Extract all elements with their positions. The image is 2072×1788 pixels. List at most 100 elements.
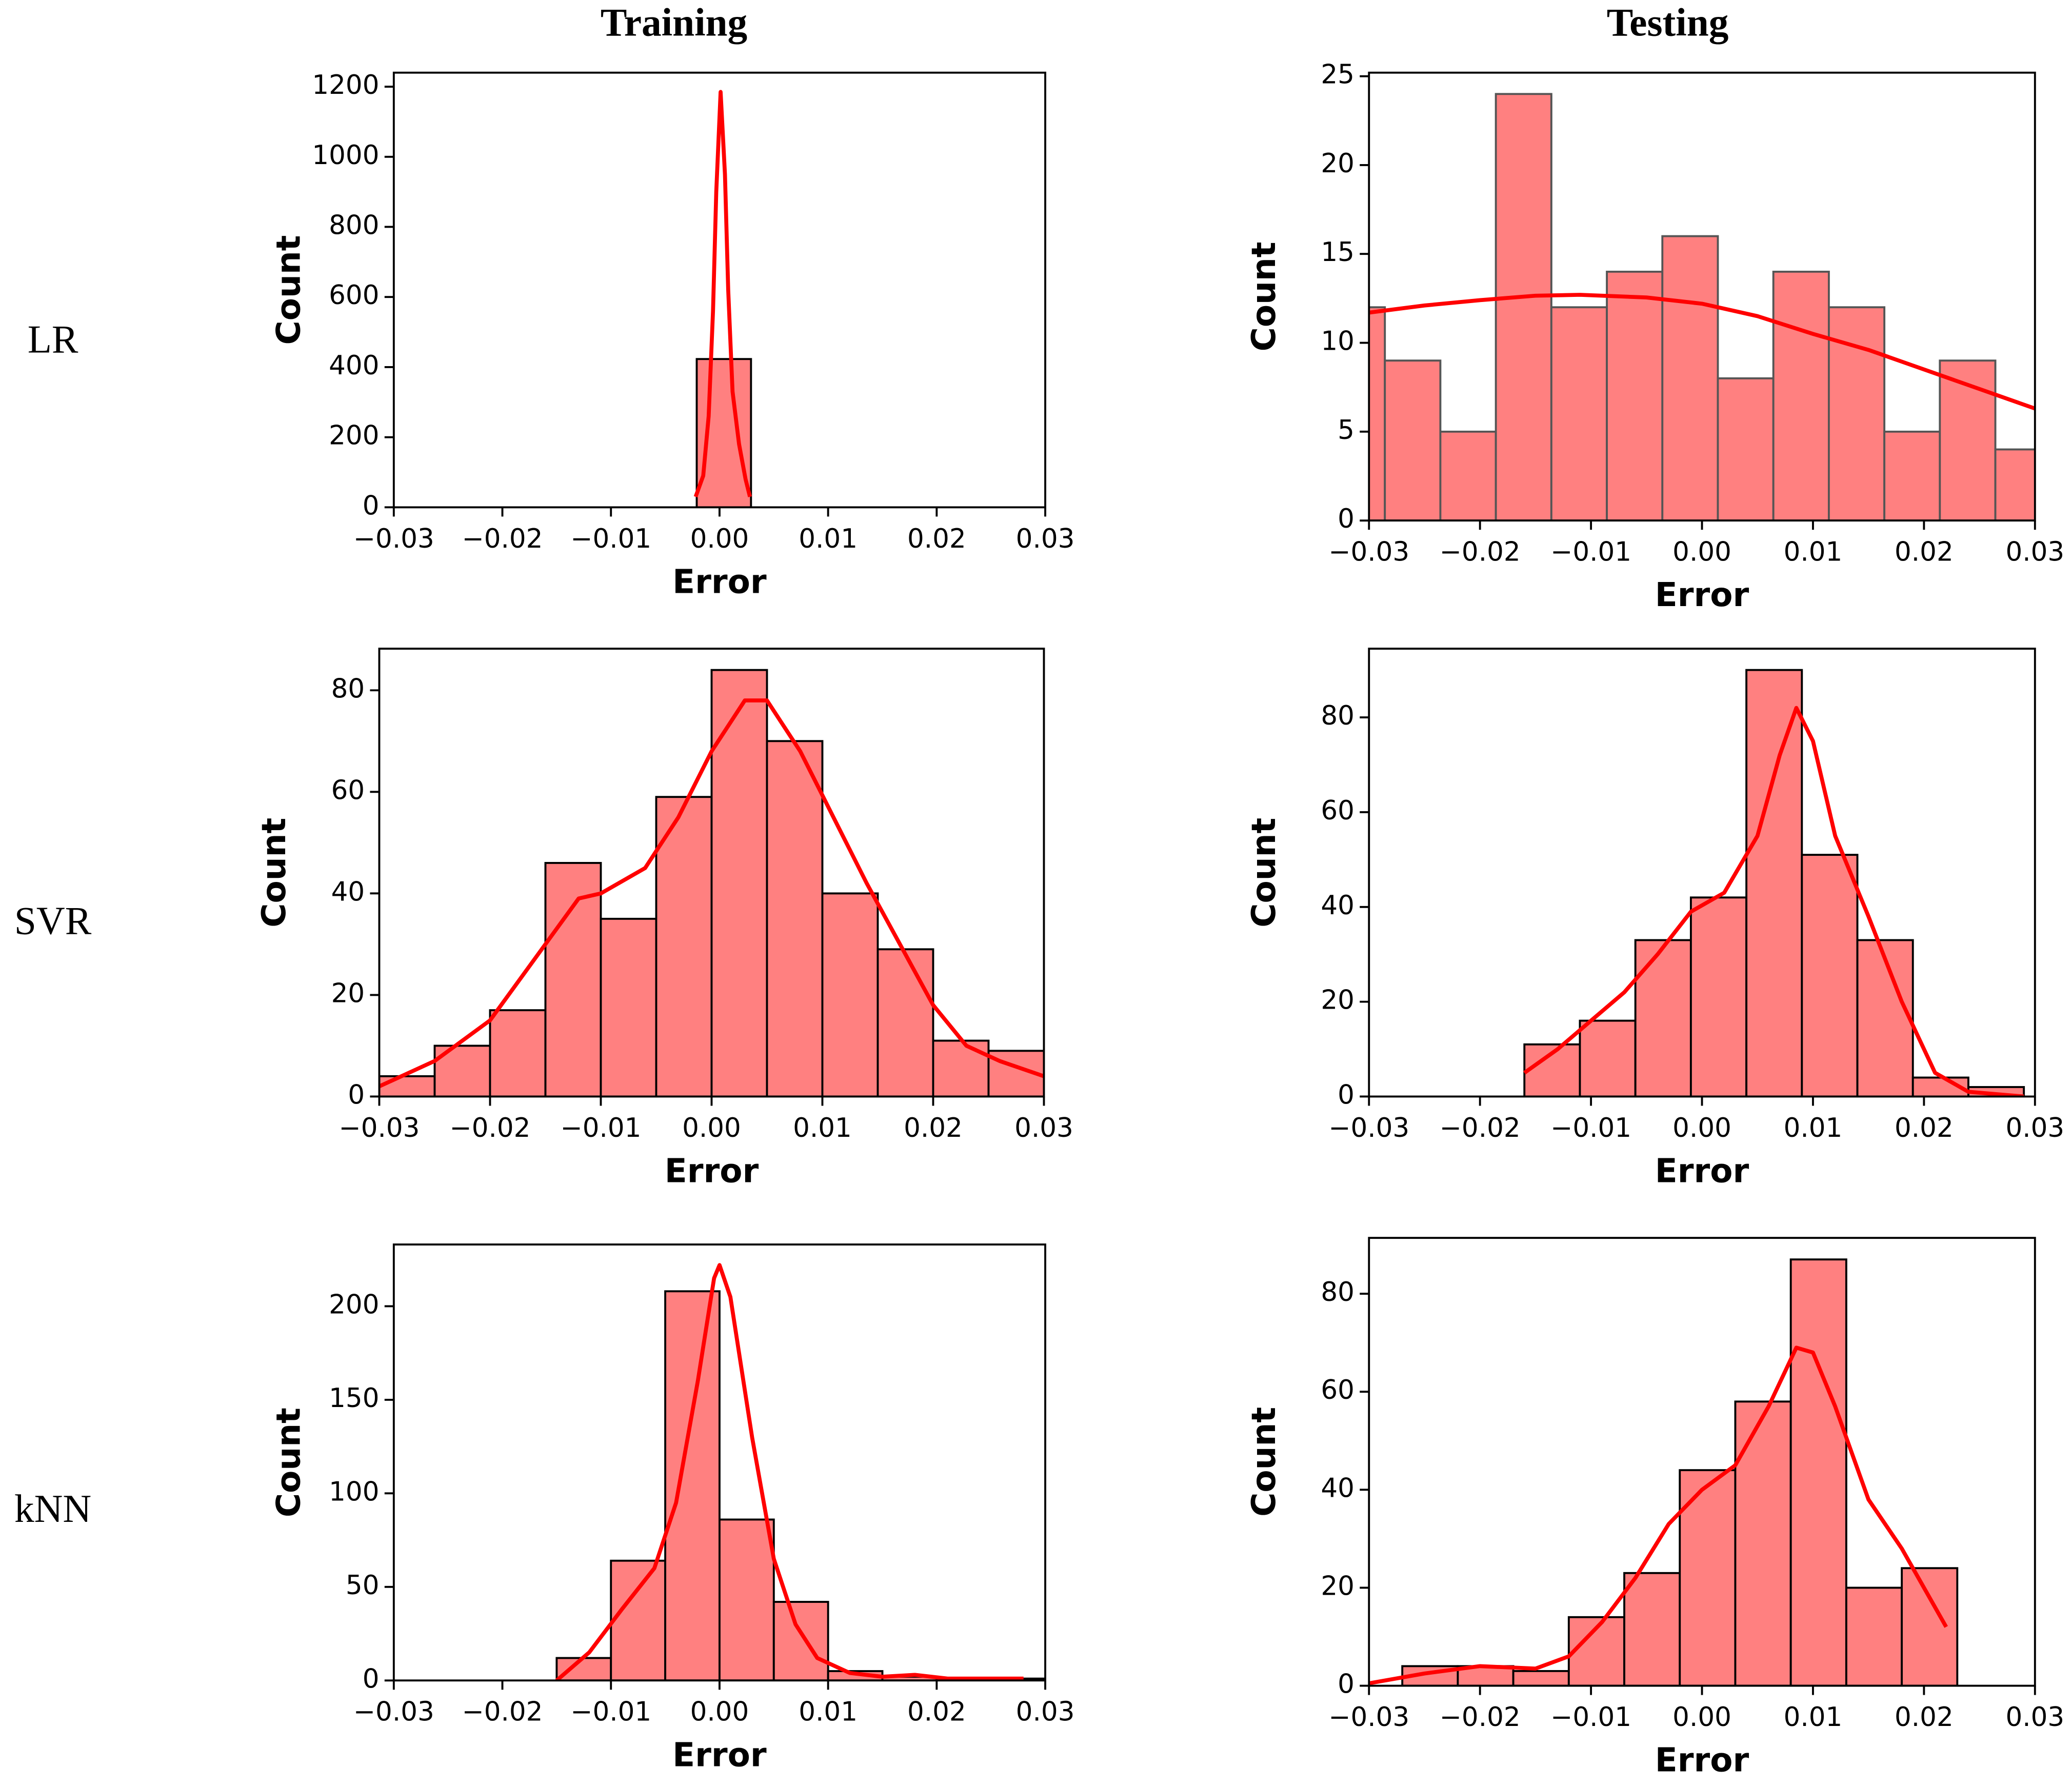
bar (695, 358, 752, 508)
y-tick-label: 50 (346, 1570, 380, 1601)
y-tick-label: 40 (331, 876, 365, 907)
y-axis-label: Count (269, 235, 308, 345)
kde-line (555, 1263, 1024, 1681)
x-tick-label: −0.02 (1440, 537, 1521, 568)
y-tick-label: 5 (1338, 415, 1354, 446)
bar (1883, 430, 1941, 521)
subplot: −0.03 −0.02 −0.01 0.00 0.01 0.02 0.03 0 5 10 15 20 2… (1245, 59, 2064, 615)
row-label: SVR (14, 898, 92, 942)
x-tick-label: −0.03 (1328, 537, 1409, 568)
bar (489, 1009, 547, 1097)
bar (1512, 1670, 1570, 1686)
x-tick-label: −0.01 (1550, 1113, 1631, 1143)
y-tick-label: 40 (1321, 890, 1354, 921)
y-axis-label: Count (255, 818, 293, 928)
x-tick-label: 0.00 (682, 1113, 741, 1143)
y-axis-label: Count (1245, 242, 1283, 351)
bar (1661, 235, 1719, 521)
x-tick-label: −0.01 (570, 1697, 651, 1727)
bar (1717, 377, 1775, 521)
plot-area (693, 90, 752, 508)
y-tick-label: 20 (331, 978, 365, 1009)
y-tick-label: 100 (329, 1476, 379, 1507)
x-tick-label: 0.00 (1672, 1702, 1731, 1733)
bar (719, 1518, 775, 1681)
plot-area (1369, 93, 2035, 521)
bar (821, 892, 879, 1097)
x-tick-label: 0.01 (793, 1113, 852, 1143)
bar (1579, 1019, 1637, 1097)
y-tick-label: 80 (331, 673, 365, 704)
y-tick-label: 60 (1321, 795, 1354, 826)
bar (876, 948, 934, 1097)
kde-line (1523, 706, 2024, 1097)
bar (1606, 270, 1664, 521)
y-tick-label: 0 (1338, 1669, 1354, 1700)
x-tick-label: −0.01 (561, 1113, 642, 1143)
column-title: Training (601, 0, 747, 44)
x-tick-label: 0.00 (1672, 1113, 1731, 1143)
x-axis-label: Error (1655, 576, 1749, 614)
x-tick-label: 0.03 (2005, 1702, 2064, 1733)
bar (1801, 854, 1859, 1097)
subplot: −0.03 −0.02 −0.01 0.00 0.01 0.02 0.03 0 20 40 60 80… (1245, 1237, 2064, 1780)
bar (1384, 359, 1442, 521)
x-tick-label: −0.02 (462, 524, 543, 554)
bar (766, 740, 824, 1097)
x-tick-label: 0.00 (690, 1697, 749, 1727)
x-tick-label: 0.01 (799, 1697, 858, 1727)
y-tick-label: 1200 (312, 70, 379, 101)
x-tick-label: −0.03 (353, 1697, 434, 1727)
y-tick-label: 15 (1321, 237, 1354, 268)
x-tick-label: −0.03 (339, 1113, 420, 1143)
x-tick-label: −0.03 (1328, 1702, 1409, 1733)
y-tick-label: 0 (348, 1079, 365, 1110)
y-axis-label: Count (1245, 818, 1283, 928)
bar (1745, 669, 1803, 1097)
x-tick-label: 0.01 (1784, 1702, 1843, 1733)
x-tick-label: −0.03 (1328, 1113, 1409, 1143)
kde-line (693, 90, 752, 498)
bar (1789, 1258, 1847, 1686)
x-tick-label: 0.02 (904, 1113, 963, 1143)
x-tick-label: 0.03 (1016, 1697, 1075, 1727)
y-tick-label: 800 (329, 210, 379, 240)
y-tick-label: 600 (329, 280, 379, 311)
bar (1567, 1616, 1625, 1686)
x-tick-label: 0.01 (1784, 537, 1843, 568)
plot-area (1523, 669, 2025, 1097)
x-tick-label: 0.03 (1016, 524, 1075, 554)
y-tick-label: 80 (1321, 700, 1354, 731)
bar (932, 1039, 990, 1097)
x-tick-label: 0.00 (690, 524, 749, 554)
y-tick-label: 60 (331, 775, 365, 806)
bar (379, 1075, 436, 1097)
y-tick-label: 20 (1321, 985, 1354, 1016)
y-tick-label: 0 (363, 490, 380, 521)
bar (555, 1657, 612, 1681)
bar (1856, 939, 1914, 1097)
bar (655, 796, 713, 1097)
x-tick-label: −0.03 (353, 524, 434, 554)
bar (710, 669, 768, 1097)
plot-area (379, 669, 1044, 1097)
x-axis-label: Error (672, 1736, 767, 1774)
y-tick-label: 0 (363, 1663, 380, 1694)
y-tick-label: 400 (329, 350, 379, 381)
x-tick-label: 0.03 (1014, 1113, 1073, 1143)
y-tick-label: 60 (1321, 1375, 1354, 1405)
x-axis-label: Error (1655, 1152, 1749, 1190)
bar (664, 1290, 721, 1681)
bar (1495, 93, 1552, 521)
y-tick-label: 10 (1321, 326, 1354, 357)
y-tick-label: 150 (329, 1383, 379, 1414)
kde-line (1369, 293, 2035, 411)
bar (1901, 1567, 1959, 1686)
bar (1550, 306, 1608, 521)
row-label: kNN (14, 1486, 91, 1531)
y-tick-label: 80 (1321, 1277, 1354, 1308)
bar (1994, 448, 2035, 521)
x-tick-label: 0.03 (2005, 537, 2064, 568)
bar (600, 917, 658, 1097)
